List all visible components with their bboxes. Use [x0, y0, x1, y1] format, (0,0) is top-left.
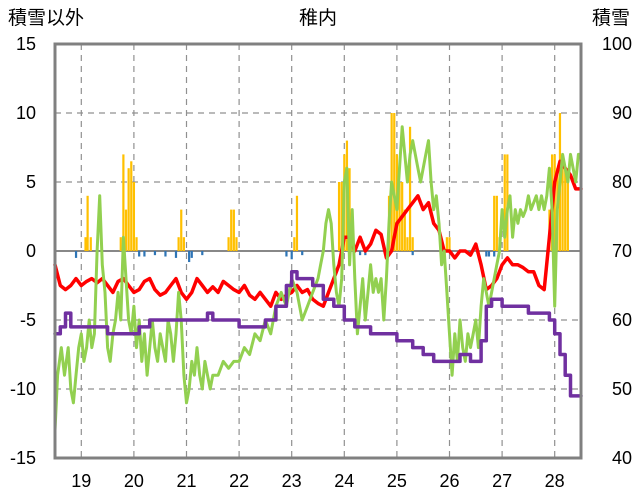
- y-left-label: 積雪以外: [8, 7, 84, 29]
- snowfall-bar-47: [561, 154, 564, 251]
- snowfall-bar-11: [180, 209, 183, 251]
- y-left-tick-5: 5: [26, 172, 36, 192]
- precip_neg-bar-13: [364, 251, 367, 256]
- precip_neg-bar-9: [285, 251, 288, 257]
- precip_neg-bar-3: [153, 251, 157, 256]
- x-tick-24: 24: [334, 471, 354, 491]
- x-tick-21: 21: [176, 471, 196, 491]
- precip_neg-bar-5: [174, 251, 178, 258]
- snowfall-bar-49: [566, 182, 569, 251]
- x-tick-labels: 19 20 21 22 23 24 25 26 27 28: [71, 471, 564, 491]
- snowfall-bar-17: [293, 237, 296, 251]
- y-left-tick--15: -15: [10, 448, 36, 468]
- x-tick-27: 27: [492, 471, 512, 491]
- precip_neg-bar-4: [164, 251, 167, 257]
- snowfall-bar-35: [445, 237, 448, 251]
- snowfall-bar-3: [119, 237, 122, 251]
- x-tick-26: 26: [439, 471, 459, 491]
- snowfall-bar-20: [340, 182, 343, 251]
- precip_neg-bar-7: [190, 251, 193, 258]
- y-right-tick-50: 50: [612, 379, 632, 399]
- snowfall-bar-37: [493, 195, 496, 251]
- snowfall-bar-7: [130, 161, 133, 251]
- precip_neg-bar-12: [358, 251, 362, 256]
- snowfall-bar-8: [132, 182, 136, 251]
- chart-title: 稚内: [299, 7, 337, 29]
- y-left-tick-0: 0: [26, 241, 36, 261]
- snowfall-bar-23: [348, 168, 351, 251]
- x-tick-25: 25: [387, 471, 407, 491]
- precip_neg-bar-2: [143, 251, 146, 257]
- x-tick-22: 22: [229, 471, 249, 491]
- lines: [53, 125, 583, 432]
- snowfall-bar-9: [135, 237, 138, 251]
- y-right-tick-80: 80: [612, 172, 632, 192]
- snowfall-bar-33: [408, 126, 412, 251]
- plot-frame: [53, 42, 583, 460]
- precip_neg-bar-18: [493, 251, 496, 257]
- snowfall-bar-4: [122, 154, 125, 251]
- y-left-tick-10: 10: [16, 103, 36, 123]
- precip_neg-bar-0: [74, 251, 78, 258]
- y-right-label: 積雪: [592, 7, 630, 29]
- snowfall-bar-2: [89, 237, 92, 251]
- snowfall-bar-1: [86, 195, 89, 251]
- snowfall-bar-40: [503, 154, 506, 251]
- x-tick-28: 28: [545, 471, 565, 491]
- grid: [55, 44, 581, 458]
- snowfall-bar-32: [406, 237, 409, 251]
- snowfall-bar-27: [393, 113, 396, 251]
- x-tick-23: 23: [282, 471, 302, 491]
- snowfall-bar-15: [232, 209, 235, 251]
- y-right-tick-60: 60: [612, 310, 632, 330]
- snowfall-bar-14: [230, 209, 233, 251]
- snowfall-bar-18: [295, 195, 299, 251]
- y-left-tick--5: -5: [20, 310, 36, 330]
- precip_neg-bar-17: [487, 251, 491, 257]
- snowfall-bar-48: [564, 168, 567, 251]
- snowfall-bar-31: [403, 209, 406, 251]
- y-right-tick-90: 90: [612, 103, 632, 123]
- precip_neg-bar-14: [411, 251, 414, 256]
- precip_neg-bar-8: [201, 251, 204, 256]
- precip_neg-bar-10: [290, 251, 293, 260]
- precip_neg-bar-11: [301, 251, 304, 256]
- precip_neg-bar-1: [138, 251, 141, 257]
- x-tick-19: 19: [71, 471, 91, 491]
- precip_neg-bar-6: [188, 251, 191, 263]
- snowfall-bar-34: [411, 237, 414, 251]
- snowfall-bar-44: [553, 154, 556, 251]
- snowfall-bar-0: [84, 237, 87, 251]
- snowfall-bar-6: [127, 168, 130, 251]
- snow_depth-line: [53, 269, 583, 398]
- wind-line: [53, 125, 583, 432]
- y-right-tick-labels: 100 90 80 70 60 50 40: [602, 34, 632, 468]
- snowfall-bar-16: [235, 237, 238, 251]
- y-right-tick-70: 70: [612, 241, 632, 261]
- snowfall-bar-12: [182, 237, 185, 251]
- snowfall-bar-19: [337, 182, 341, 251]
- snowfall-bar-29: [398, 182, 401, 251]
- snowfall-bar-13: [227, 237, 230, 251]
- y-left-tick-labels: 15 10 5 0 -5 -10 -15: [10, 34, 36, 468]
- snowfall-bar-38: [495, 195, 498, 251]
- x-tick-20: 20: [124, 471, 144, 491]
- precip_neg-bar-16: [485, 251, 488, 257]
- snowfall-bar-36: [448, 237, 451, 251]
- y-left-tick--10: -10: [10, 379, 36, 399]
- y-left-tick-15: 15: [16, 34, 36, 54]
- snowfall-bar-10: [177, 237, 180, 251]
- snowfall-bar-5: [124, 209, 128, 251]
- y-right-tick-40: 40: [612, 448, 632, 468]
- y-right-tick-100: 100: [602, 34, 632, 54]
